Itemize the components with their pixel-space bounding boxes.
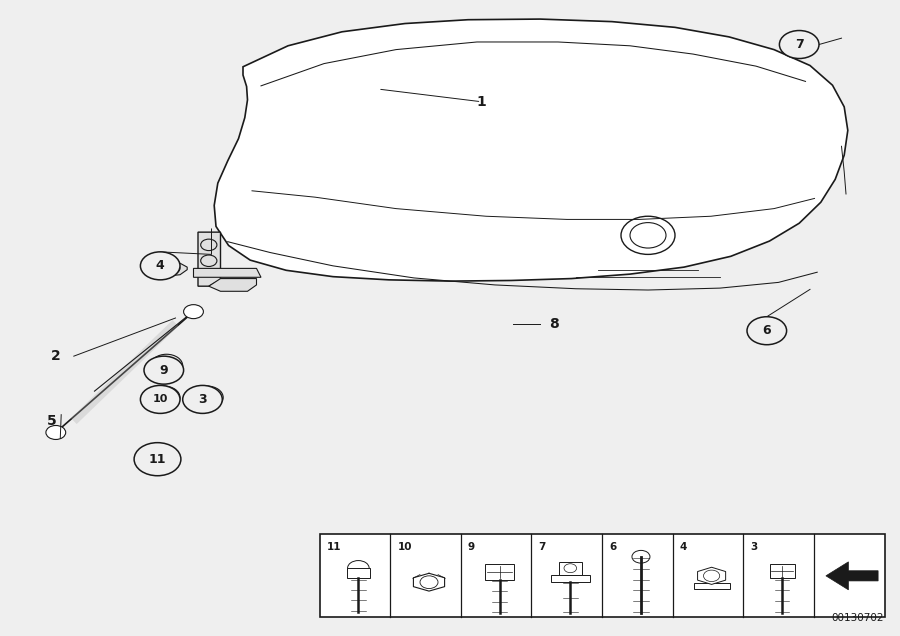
- Circle shape: [191, 386, 223, 409]
- Text: 4: 4: [156, 259, 165, 272]
- Polygon shape: [194, 268, 261, 277]
- Text: 11: 11: [327, 542, 341, 552]
- Text: 3: 3: [751, 542, 758, 552]
- Text: 9: 9: [468, 542, 475, 552]
- Circle shape: [134, 443, 181, 476]
- Circle shape: [46, 425, 66, 439]
- Text: 10: 10: [152, 394, 168, 404]
- Circle shape: [747, 317, 787, 345]
- FancyBboxPatch shape: [320, 534, 885, 617]
- Circle shape: [140, 252, 180, 280]
- Polygon shape: [209, 279, 256, 291]
- Text: 6: 6: [609, 542, 617, 552]
- Text: 5: 5: [48, 414, 57, 428]
- Text: 11: 11: [148, 453, 166, 466]
- Circle shape: [140, 385, 180, 413]
- FancyBboxPatch shape: [770, 564, 795, 578]
- FancyBboxPatch shape: [346, 568, 370, 578]
- Text: 2: 2: [51, 349, 60, 363]
- Text: 00130702: 00130702: [832, 613, 884, 623]
- Circle shape: [779, 31, 819, 59]
- Text: 7: 7: [795, 38, 804, 51]
- FancyBboxPatch shape: [694, 583, 730, 588]
- Text: 10: 10: [398, 542, 412, 552]
- Text: 4: 4: [680, 542, 688, 552]
- Text: 9: 9: [159, 364, 168, 377]
- Polygon shape: [158, 261, 187, 276]
- Circle shape: [150, 354, 183, 377]
- Polygon shape: [198, 232, 220, 286]
- Circle shape: [183, 385, 222, 413]
- Text: 8: 8: [549, 317, 558, 331]
- Circle shape: [148, 386, 180, 409]
- FancyBboxPatch shape: [485, 564, 514, 579]
- FancyBboxPatch shape: [551, 574, 590, 582]
- FancyBboxPatch shape: [559, 562, 582, 574]
- Polygon shape: [698, 567, 725, 584]
- Circle shape: [184, 305, 203, 319]
- Text: 1: 1: [477, 95, 486, 109]
- Polygon shape: [826, 562, 878, 590]
- Polygon shape: [214, 19, 848, 281]
- Text: 6: 6: [762, 324, 771, 337]
- Circle shape: [144, 356, 184, 384]
- Text: 7: 7: [538, 542, 546, 552]
- Text: 3: 3: [198, 393, 207, 406]
